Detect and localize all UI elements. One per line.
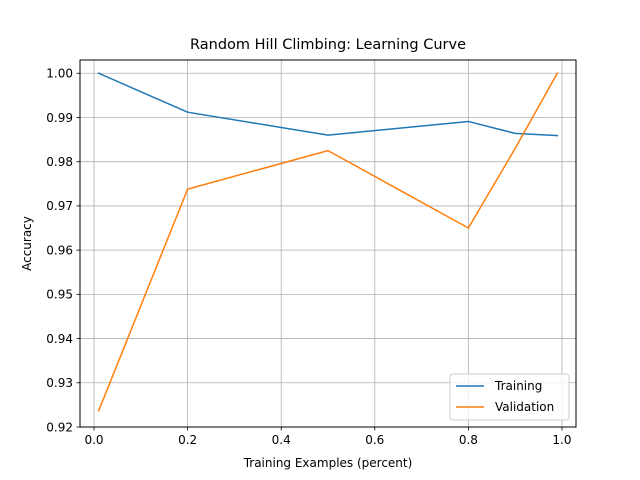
x-tick-label-0-0: 0.0 xyxy=(84,433,103,447)
data-point-validation-2 xyxy=(327,149,329,152)
y-tick-label-1-00: 1.00 xyxy=(46,67,73,81)
x-tick-label-0-8: 0.8 xyxy=(459,433,478,447)
data-point-validation-4 xyxy=(514,147,516,150)
y-tick-label-0-93: 0.93 xyxy=(46,376,73,390)
series-line-training xyxy=(97,72,559,137)
data-point-training-1 xyxy=(186,111,189,113)
data-point-validation-5 xyxy=(556,72,559,75)
x-axis-label: Training Examples (percent) xyxy=(243,456,413,470)
y-axis-label: Accuracy xyxy=(20,216,34,271)
y-tick-label-0-98: 0.98 xyxy=(46,155,73,169)
x-tick-label-0-2: 0.2 xyxy=(178,433,197,447)
y-tick-label-0-96: 0.96 xyxy=(46,243,73,257)
plot-lines xyxy=(97,72,559,412)
series-line-validation xyxy=(97,72,559,412)
data-point-validation-3 xyxy=(467,227,470,229)
data-point-training-4 xyxy=(514,132,516,135)
y-tick-label-0-97: 0.97 xyxy=(46,199,73,213)
y-tick-label-0-99: 0.99 xyxy=(46,111,73,125)
data-point-training-0 xyxy=(97,72,100,75)
legend: Training Validation xyxy=(449,373,570,421)
grid xyxy=(80,60,576,428)
x-tick-label-0-4: 0.4 xyxy=(272,433,291,447)
plot-frame xyxy=(79,59,577,428)
x-tick-label-1-0: 1.0 xyxy=(552,433,571,447)
x-tick-label-0-6: 0.6 xyxy=(365,433,384,447)
data-point-validation-1 xyxy=(186,188,189,190)
chart-title: Random Hill Climbing: Learning Curve xyxy=(190,37,466,53)
y-tick-label-0-95: 0.95 xyxy=(46,288,73,302)
legend-label-training: Training xyxy=(494,379,542,393)
y-tick-label-0-94: 0.94 xyxy=(46,332,73,346)
data-point-validation-0 xyxy=(97,409,100,412)
y-tick-label-0-92: 0.92 xyxy=(46,420,73,434)
legend-label-validation: Validation xyxy=(495,400,554,414)
data-point-training-3 xyxy=(467,120,470,123)
axis-ticks: 0.0 0.2 0.4 0.6 0.8 1.0 0.92 0.93 0.94 0.95 0.96 0.… xyxy=(46,67,571,447)
data-point-training-2 xyxy=(327,134,329,136)
data-point-training-5 xyxy=(556,134,559,137)
